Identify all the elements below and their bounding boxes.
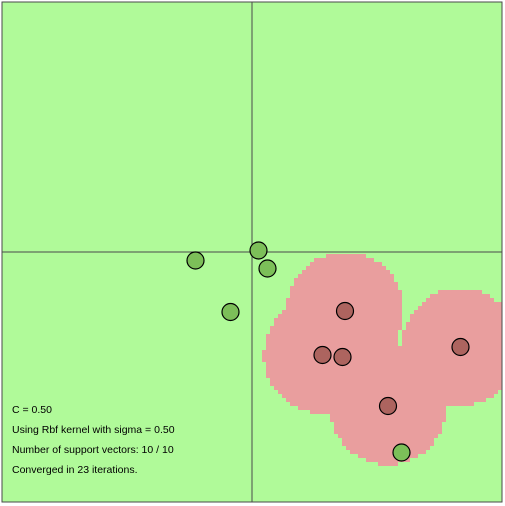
negative-data-point[interactable] xyxy=(258,259,277,278)
positive-region-cell xyxy=(334,430,442,434)
positive-region-cell xyxy=(342,442,434,446)
positive-data-point[interactable] xyxy=(333,347,352,367)
positive-region-cell xyxy=(294,278,394,282)
positive-region-cell xyxy=(314,258,374,262)
positive-region-cell xyxy=(262,350,502,354)
positive-region-cell xyxy=(290,290,402,294)
positive-region-cell xyxy=(346,446,430,450)
positive-region-cell xyxy=(406,322,502,326)
positive-region-cell xyxy=(266,338,398,342)
positive-region-cell xyxy=(262,354,502,358)
positive-region-cell xyxy=(402,338,502,342)
positive-region-cell xyxy=(262,358,502,362)
positive-region-cell xyxy=(402,334,502,338)
positive-region-cell xyxy=(286,298,402,302)
positive-region-cell xyxy=(410,318,502,322)
positive-region-cell xyxy=(334,426,442,430)
positive-region-cell xyxy=(270,382,502,386)
kernel-text: Using Rbf kernel with sigma = 0.50 xyxy=(12,424,175,436)
positive-data-point[interactable] xyxy=(313,345,332,365)
positive-region-cell xyxy=(290,294,402,298)
positive-region-cell xyxy=(294,282,398,286)
positive-region-cell xyxy=(298,406,446,410)
positive-data-point[interactable] xyxy=(335,301,355,321)
positive-region-cell xyxy=(418,306,502,310)
info-panel: C = 0.50 Using Rbf kernel with sigma = 0… xyxy=(12,404,175,476)
positive-region-cell xyxy=(266,362,502,366)
positive-region-cell xyxy=(438,290,482,294)
positive-data-point[interactable] xyxy=(451,337,470,357)
negative-data-point[interactable] xyxy=(221,302,240,322)
positive-data-point[interactable] xyxy=(378,396,398,416)
positive-region-cell xyxy=(266,342,398,346)
positive-region-cell xyxy=(330,414,446,418)
positive-region-cell xyxy=(270,326,402,330)
positive-region-cell xyxy=(342,438,434,442)
positive-region-cell xyxy=(298,274,394,278)
positive-region-cell xyxy=(410,314,502,318)
support-vectors-text: Number of support vectors: 10 / 10 xyxy=(12,444,174,456)
positive-region-cell xyxy=(266,370,502,374)
positive-region-cell xyxy=(366,458,410,462)
positive-region-cell xyxy=(358,454,418,458)
positive-region-cell xyxy=(302,270,390,274)
positive-region-cell xyxy=(270,378,502,382)
negative-data-point[interactable] xyxy=(392,443,411,462)
positive-region-cell xyxy=(278,390,498,394)
positive-region-cell xyxy=(310,410,446,414)
positive-region-cell xyxy=(338,434,438,438)
positive-region-cell xyxy=(306,266,386,270)
positive-region-cell xyxy=(266,366,502,370)
positive-region-cell xyxy=(350,450,426,454)
positive-region-cell xyxy=(274,322,402,326)
positive-region-cell xyxy=(274,318,402,322)
positive-region-cell xyxy=(406,326,502,330)
positive-region-cell xyxy=(266,334,398,338)
converged-text: Converged in 23 iterations. xyxy=(12,464,138,476)
positive-region-cell xyxy=(266,374,502,378)
positive-region-cell xyxy=(402,330,502,334)
positive-region-cell xyxy=(330,418,446,422)
positive-region-cell xyxy=(290,286,398,290)
positive-region-cell xyxy=(274,386,502,390)
positive-region-cell xyxy=(426,298,494,302)
negative-data-point[interactable] xyxy=(186,251,205,270)
positive-region-cell xyxy=(422,302,502,306)
positive-region-cell xyxy=(378,462,398,466)
positive-region-cell xyxy=(326,254,366,258)
c-value-text: C = 0.50 xyxy=(12,404,52,416)
positive-region-cell xyxy=(414,310,502,314)
positive-region-cell xyxy=(310,262,382,266)
positive-region-cell xyxy=(266,346,502,350)
negative-data-point[interactable] xyxy=(249,241,268,260)
positive-region-cell xyxy=(270,330,398,334)
positive-region-cell xyxy=(334,422,442,426)
positive-region-cell xyxy=(430,294,490,298)
positive-region-cell xyxy=(282,394,494,398)
data-points xyxy=(186,241,470,462)
